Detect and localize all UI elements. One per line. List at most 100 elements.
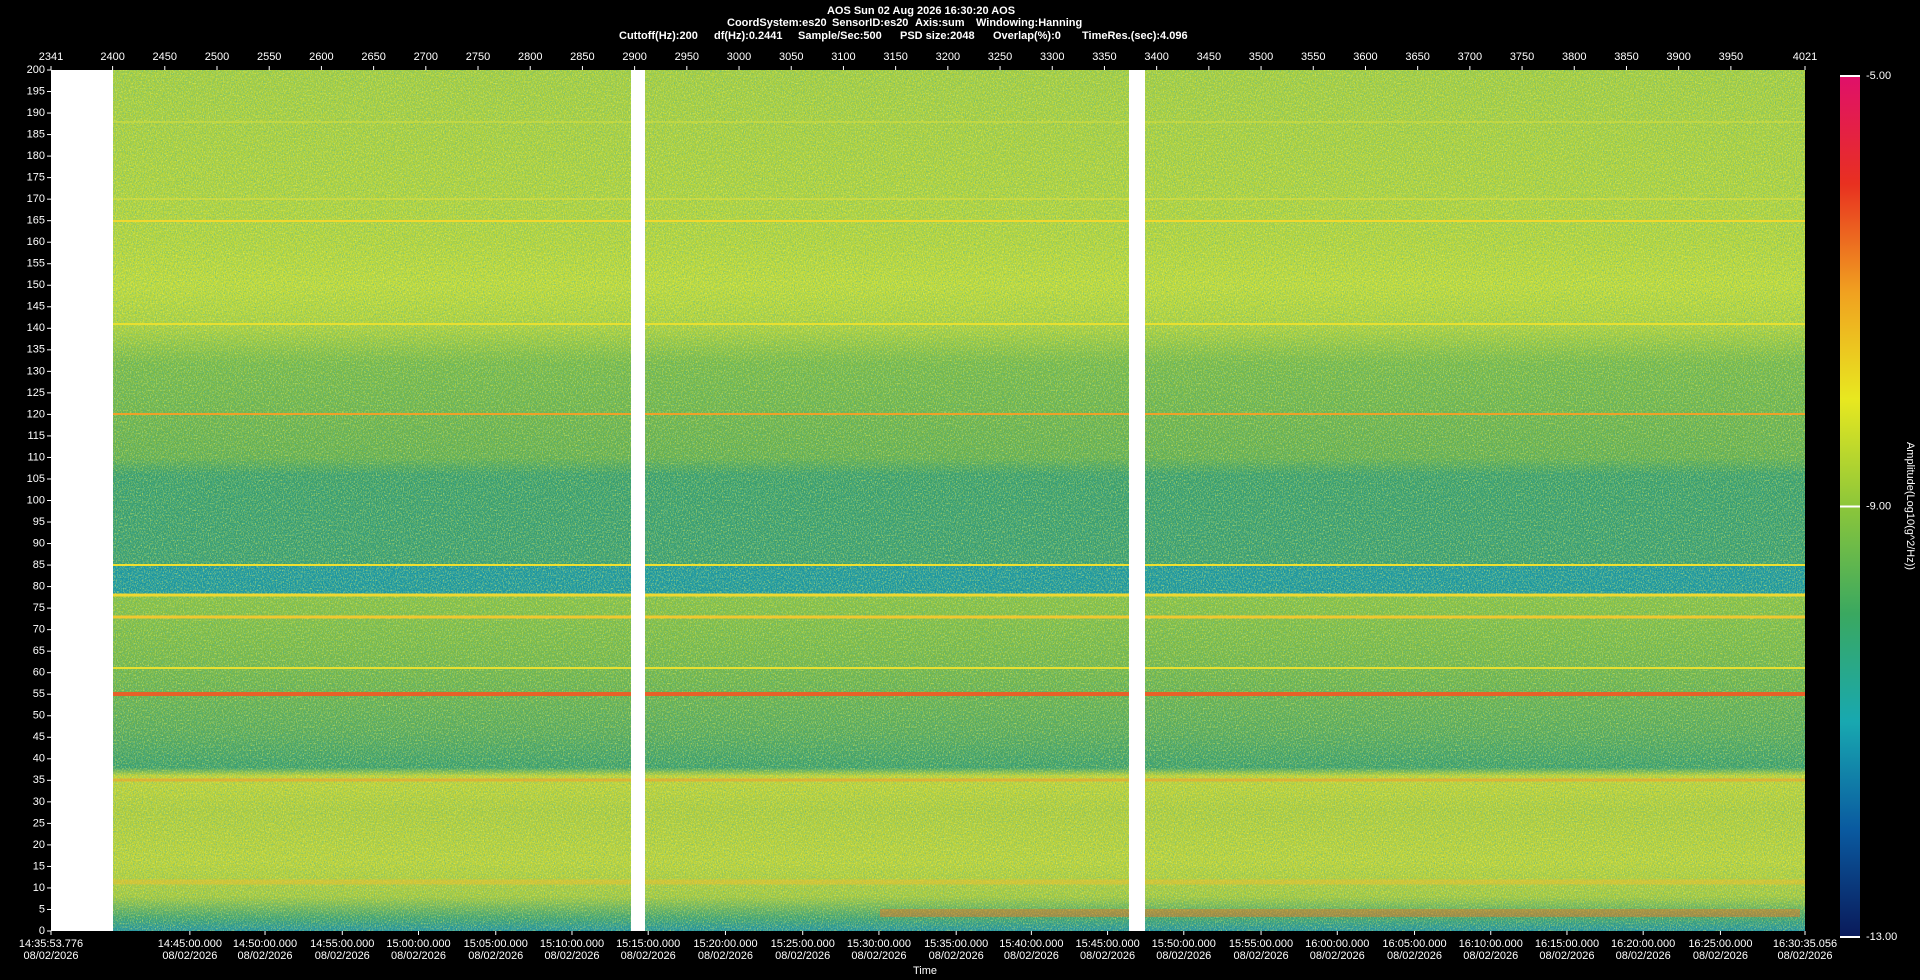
time-tick-date: 08/02/2026 bbox=[1004, 950, 1059, 962]
x-tick-label: 3000 bbox=[727, 51, 751, 63]
y-tick-label: 95 bbox=[33, 516, 45, 528]
spectral-lines bbox=[113, 121, 1805, 917]
y-tick-label: 75 bbox=[33, 602, 45, 614]
x-tick-label: 4021 bbox=[1793, 51, 1817, 63]
time-tick-date: 08/02/2026 bbox=[391, 950, 446, 962]
header-item: Sample/Sec:500 bbox=[798, 30, 882, 42]
header-item: Overlap(%):0 bbox=[993, 30, 1061, 42]
x-tick-label: 2341 bbox=[39, 51, 63, 63]
x-tick-label: 3350 bbox=[1092, 51, 1116, 63]
x-tick-label: 2800 bbox=[518, 51, 542, 63]
time-tick-date: 08/02/2026 bbox=[544, 950, 599, 962]
header-item: Axis:sum bbox=[915, 17, 965, 29]
time-tick-date: 08/02/2026 bbox=[621, 950, 676, 962]
y-tick-label: 155 bbox=[27, 258, 45, 270]
time-tick-label: 15:35:00.000 bbox=[924, 938, 988, 950]
no-data-gap bbox=[51, 70, 113, 931]
time-tick-date: 08/02/2026 bbox=[1463, 950, 1518, 962]
y-tick-label: 140 bbox=[27, 322, 45, 334]
y-tick-label: 55 bbox=[33, 688, 45, 700]
y-tick-label: 115 bbox=[27, 430, 45, 442]
header-item: Cuttoff(Hz):200 bbox=[619, 30, 698, 42]
time-tick-date: 08/02/2026 bbox=[1310, 950, 1365, 962]
y-tick-label: 180 bbox=[27, 150, 45, 162]
time-tick-date: 08/02/2026 bbox=[1156, 950, 1211, 962]
time-tick-label: 15:10:00.000 bbox=[540, 938, 604, 950]
time-tick-label: 15:45:00.000 bbox=[1075, 938, 1139, 950]
x-tick-label: 3100 bbox=[831, 51, 855, 63]
x-tick-label: 2750 bbox=[466, 51, 490, 63]
y-tick-label: 85 bbox=[33, 559, 45, 571]
y-tick-label: 15 bbox=[33, 860, 45, 872]
time-tick-label: 14:50:00.000 bbox=[233, 938, 297, 950]
header-item: SensorID:es20 bbox=[832, 17, 908, 29]
y-tick-label: 150 bbox=[27, 279, 45, 291]
time-tick-label: 15:30:00.000 bbox=[847, 938, 911, 950]
time-tick-label: 15:15:00.000 bbox=[616, 938, 680, 950]
time-tick-date: 08/02/2026 bbox=[1777, 950, 1832, 962]
spectrogram bbox=[51, 70, 1805, 931]
y-tick-label: 20 bbox=[33, 839, 45, 851]
no-data-gap bbox=[1129, 70, 1145, 931]
time-tick-date: 08/02/2026 bbox=[698, 950, 753, 962]
y-tick-label: 45 bbox=[33, 731, 45, 743]
x-tick-label: 3650 bbox=[1405, 51, 1429, 63]
y-tick-label: 160 bbox=[27, 236, 45, 248]
time-tick-label: 14:45:00.000 bbox=[158, 938, 222, 950]
y-tick-label: 5 bbox=[39, 903, 45, 915]
time-tick-label: 16:00:00.000 bbox=[1305, 938, 1369, 950]
x-tick-label: 2700 bbox=[414, 51, 438, 63]
x-tick-label: 2600 bbox=[309, 51, 333, 63]
time-tick-label: 15:40:00.000 bbox=[999, 938, 1063, 950]
y-tick-label: 30 bbox=[33, 796, 45, 808]
no-data-gap bbox=[631, 70, 645, 931]
x-tick-label: 2550 bbox=[257, 51, 281, 63]
time-tick-date: 08/02/2026 bbox=[162, 950, 217, 962]
x-tick-label: 2950 bbox=[675, 51, 699, 63]
time-tick-date: 08/02/2026 bbox=[1080, 950, 1135, 962]
time-tick-label: 15:05:00.000 bbox=[464, 938, 528, 950]
y-tick-label: 100 bbox=[27, 494, 45, 506]
y-tick-label: 90 bbox=[33, 537, 45, 549]
time-tick-label: 16:10:00.000 bbox=[1459, 938, 1523, 950]
y-tick-label: 135 bbox=[27, 344, 45, 356]
y-tick-label: 175 bbox=[27, 172, 45, 184]
y-tick-label: 25 bbox=[33, 817, 45, 829]
time-tick-date: 08/02/2026 bbox=[237, 950, 292, 962]
header-item: df(Hz):0.2441 bbox=[714, 30, 782, 42]
time-tick-label: 16:30:35.056 bbox=[1773, 938, 1837, 950]
time-tick-label: 15:55:00.000 bbox=[1229, 938, 1293, 950]
x-tick-label: 3050 bbox=[779, 51, 803, 63]
y-tick-label: 170 bbox=[27, 193, 45, 205]
spectrogram-noise bbox=[51, 70, 1805, 931]
y-tick-label: 145 bbox=[27, 301, 45, 313]
time-tick-date: 08/02/2026 bbox=[1539, 950, 1594, 962]
header-item: PSD size:2048 bbox=[900, 30, 975, 42]
y-tick-label: 35 bbox=[33, 774, 45, 786]
time-tick-label: 16:20:00.000 bbox=[1611, 938, 1675, 950]
time-tick-date: 08/02/2026 bbox=[1693, 950, 1748, 962]
x-tick-label: 3300 bbox=[1040, 51, 1064, 63]
x-tick-label: 3450 bbox=[1197, 51, 1221, 63]
x-tick-label: 3550 bbox=[1301, 51, 1325, 63]
y-tick-label: 80 bbox=[33, 581, 45, 593]
y-tick-label: 10 bbox=[33, 882, 45, 894]
time-tick-date: 08/02/2026 bbox=[851, 950, 906, 962]
time-tick-date: 08/02/2026 bbox=[315, 950, 370, 962]
y-tick-label: 195 bbox=[27, 85, 45, 97]
x-tick-label: 2650 bbox=[361, 51, 385, 63]
y-tick-label: 165 bbox=[27, 215, 45, 227]
x-tick-label: 3150 bbox=[883, 51, 907, 63]
x-axis-label: Time bbox=[913, 965, 937, 977]
x-tick-label: 3200 bbox=[936, 51, 960, 63]
time-tick-label: 14:35:53.776 bbox=[19, 938, 83, 950]
x-tick-label: 3400 bbox=[1144, 51, 1168, 63]
y-tick-label: 110 bbox=[27, 451, 45, 463]
y-tick-label: 125 bbox=[27, 387, 45, 399]
colorbar-tick-label: -13.00 bbox=[1866, 931, 1897, 943]
x-tick-label: 3850 bbox=[1614, 51, 1638, 63]
time-tick-label: 14:55:00.000 bbox=[310, 938, 374, 950]
